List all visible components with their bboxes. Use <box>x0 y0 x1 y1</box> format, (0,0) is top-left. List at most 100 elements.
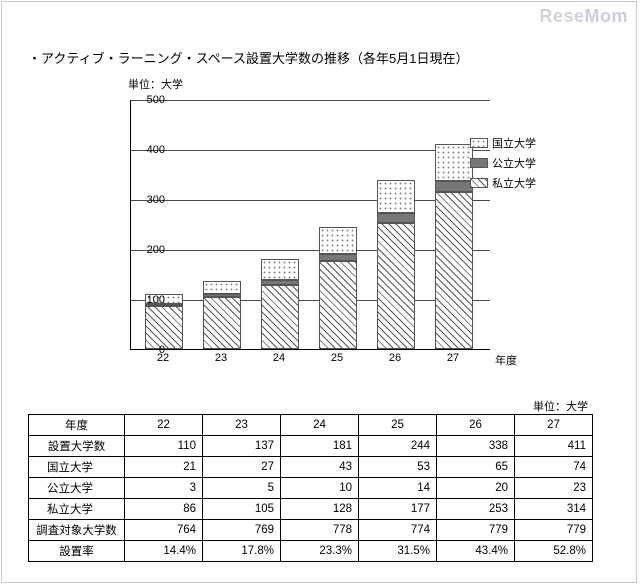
page-title: ・アクティブ・ラーニング・スペース設置大学数の推移（各年5月1日現在） <box>28 48 468 67</box>
table-cell: 105 <box>203 499 281 520</box>
table-cell: 27 <box>203 457 281 478</box>
watermark-logo: ReseMom <box>539 6 628 27</box>
table-row-label: 私立大学 <box>29 499 125 520</box>
x-tick-label: 23 <box>196 352 246 364</box>
table-header-cell: 24 <box>281 415 359 436</box>
x-tick-label: 26 <box>370 352 420 364</box>
y-tick-label: 300 <box>135 194 165 206</box>
table-cell: 43 <box>281 457 359 478</box>
bar-segment <box>319 261 357 350</box>
table-cell: 5 <box>203 478 281 499</box>
chart-plot-area <box>130 100 490 350</box>
table-cell: 338 <box>437 436 515 457</box>
table-cell: 181 <box>281 436 359 457</box>
y-tick-label: 100 <box>135 294 165 306</box>
table-cell: 14 <box>359 478 437 499</box>
table-cell: 53 <box>359 457 437 478</box>
x-tick-label: 22 <box>138 352 188 364</box>
bar-segment <box>435 181 473 193</box>
table-cell: 23.3% <box>281 541 359 562</box>
table-row: 私立大学86105128177253314 <box>29 499 593 520</box>
bar-segment <box>261 285 299 349</box>
legend-item: 国立大学 <box>470 135 536 151</box>
table-cell: 21 <box>125 457 203 478</box>
bar-segment <box>319 254 357 261</box>
table-header-cell: 25 <box>359 415 437 436</box>
bar-segment <box>261 259 299 281</box>
table-row: 設置大学数110137181244338411 <box>29 436 593 457</box>
grid-line <box>131 100 490 101</box>
table-row: 設置率14.4%17.8%23.3%31.5%43.4%52.8% <box>29 541 593 562</box>
table-cell: 52.8% <box>515 541 593 562</box>
table-cell: 23 <box>515 478 593 499</box>
legend-item: 私立大学 <box>470 175 536 191</box>
table-cell: 769 <box>203 520 281 541</box>
bar <box>435 144 473 350</box>
table-header-cell: 26 <box>437 415 515 436</box>
table-cell: 177 <box>359 499 437 520</box>
table-cell: 244 <box>359 436 437 457</box>
bar-segment <box>435 144 473 181</box>
table-row-label: 設置大学数 <box>29 436 125 457</box>
table-header-cell: 27 <box>515 415 593 436</box>
watermark-a: Rese <box>539 6 584 26</box>
table-cell: 779 <box>515 520 593 541</box>
bar <box>319 227 357 349</box>
legend-item: 公立大学 <box>470 155 536 171</box>
table-row: 公立大学3510142023 <box>29 478 593 499</box>
table-cell: 779 <box>437 520 515 541</box>
bar-segment <box>377 180 415 213</box>
bar <box>377 180 415 349</box>
bar-segment <box>319 227 357 254</box>
legend-swatch <box>470 158 488 168</box>
table-cell: 31.5% <box>359 541 437 562</box>
bar-segment <box>203 297 241 350</box>
bar-segment <box>435 192 473 349</box>
bar <box>261 259 299 350</box>
stacked-bar-chart: 年度 0100200300400500222324252627 <box>90 90 530 370</box>
table-cell: 411 <box>515 436 593 457</box>
y-tick-label: 400 <box>135 144 165 156</box>
table-cell: 20 <box>437 478 515 499</box>
table-header-cell: 22 <box>125 415 203 436</box>
watermark-b: Mom <box>585 6 629 26</box>
data-table: 年度222324252627設置大学数110137181244338411国立大… <box>28 414 593 562</box>
table-cell: 43.4% <box>437 541 515 562</box>
legend-label: 公立大学 <box>492 155 536 171</box>
legend-swatch <box>470 178 488 188</box>
y-tick-label: 200 <box>135 244 165 256</box>
table-row-label: 公立大学 <box>29 478 125 499</box>
table-cell: 253 <box>437 499 515 520</box>
table-cell: 65 <box>437 457 515 478</box>
x-tick-label: 24 <box>254 352 304 364</box>
table-cell: 17.8% <box>203 541 281 562</box>
table-header-cell: 23 <box>203 415 281 436</box>
table-row: 国立大学212743536574 <box>29 457 593 478</box>
table-cell: 86 <box>125 499 203 520</box>
bar-segment <box>203 281 241 295</box>
table-cell: 10 <box>281 478 359 499</box>
table-row-label: 設置率 <box>29 541 125 562</box>
legend-label: 私立大学 <box>492 175 536 191</box>
bar-segment <box>145 306 183 349</box>
bar-segment <box>377 213 415 223</box>
table-cell: 778 <box>281 520 359 541</box>
table-cell: 110 <box>125 436 203 457</box>
table-cell: 74 <box>515 457 593 478</box>
table-unit-label: 単位：大学 <box>533 398 588 414</box>
bar <box>203 281 241 350</box>
chart-legend: 国立大学公立大学私立大学 <box>470 135 536 195</box>
table-cell: 774 <box>359 520 437 541</box>
table-row: 調査対象大学数764769778774779779 <box>29 520 593 541</box>
x-tick-label: 27 <box>428 352 478 364</box>
x-tick-label: 25 <box>312 352 362 364</box>
table-row-label: 国立大学 <box>29 457 125 478</box>
table-cell: 314 <box>515 499 593 520</box>
table-cell: 764 <box>125 520 203 541</box>
y-tick-label: 500 <box>135 94 165 106</box>
table-cell: 14.4% <box>125 541 203 562</box>
table-header-cell: 年度 <box>29 415 125 436</box>
table-cell: 128 <box>281 499 359 520</box>
table-header-row: 年度222324252627 <box>29 415 593 436</box>
table-row-label: 調査対象大学数 <box>29 520 125 541</box>
